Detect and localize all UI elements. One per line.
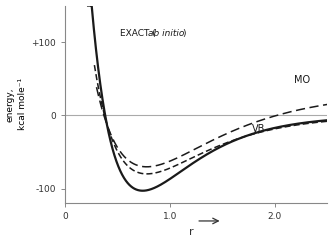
Text: EXACT (: EXACT ( [120, 29, 155, 38]
Text: ): ) [182, 29, 186, 38]
Text: ab initio: ab initio [148, 29, 184, 38]
Y-axis label: energy,
kcal mole⁻¹: energy, kcal mole⁻¹ [6, 78, 27, 130]
Text: MO: MO [294, 75, 310, 85]
Text: r: r [189, 227, 193, 237]
Text: VB: VB [252, 124, 265, 134]
